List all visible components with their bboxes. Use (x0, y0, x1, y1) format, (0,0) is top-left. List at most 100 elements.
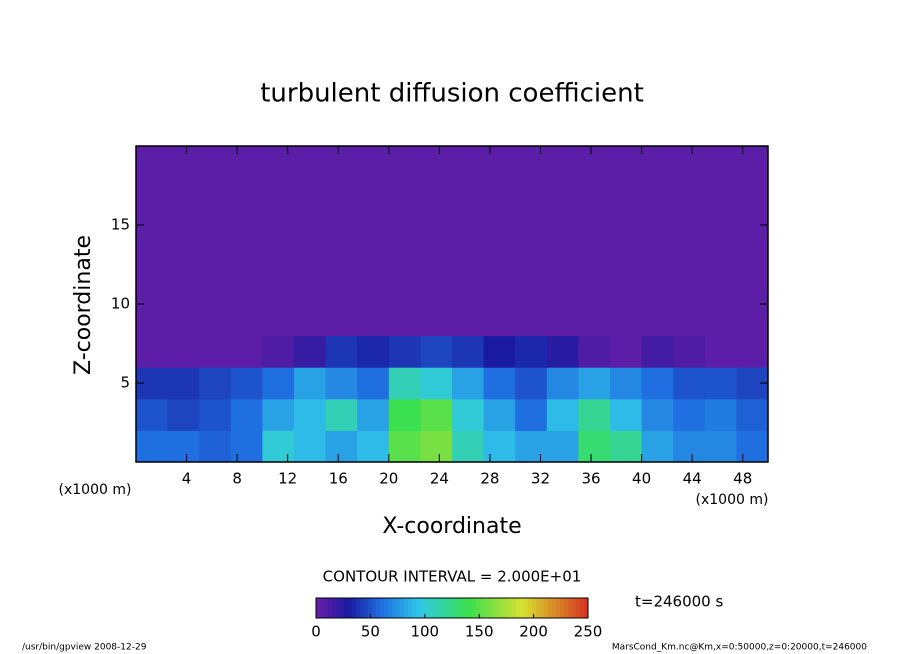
chart-title: turbulent diffusion coefficient (260, 79, 644, 109)
colorbar-tick-label: 0 (311, 623, 321, 641)
colorbar-swatch (480, 598, 485, 618)
cell (452, 335, 485, 368)
cell (515, 367, 548, 400)
x-tick-label: 32 (531, 470, 550, 488)
cell (704, 335, 737, 368)
cell (325, 367, 358, 400)
time-label: t=246000 s (635, 593, 723, 611)
colorbar-swatch (360, 598, 365, 618)
colorbar-swatch (404, 598, 409, 618)
cell (167, 398, 200, 431)
y-unit: (x1000 m) (59, 482, 132, 498)
colorbar-swatch (492, 598, 497, 618)
cell (388, 430, 421, 463)
cell (641, 398, 674, 431)
cell (578, 367, 611, 400)
cell (357, 367, 390, 400)
y-tick-label: 5 (120, 374, 130, 392)
cell (736, 335, 769, 368)
colorbar-swatch (460, 598, 465, 618)
cell (294, 398, 327, 431)
colorbar-swatch (328, 598, 333, 618)
cell (515, 430, 548, 463)
cell (357, 430, 390, 463)
y-tick-label: 10 (111, 295, 130, 313)
colorbar-swatch (448, 598, 453, 618)
cell (167, 335, 200, 368)
colorbar-swatch (412, 598, 417, 618)
colorbar-swatch (380, 598, 385, 618)
cell (673, 430, 706, 463)
cell (420, 398, 453, 431)
cell (167, 430, 200, 463)
cell (515, 398, 548, 431)
cell (704, 398, 737, 431)
colorbar-tick-label: 250 (574, 623, 603, 641)
footer-left: /usr/bin/gpview 2008-12-29 (22, 643, 147, 653)
colorbar-tick-label: 50 (361, 623, 380, 641)
colorbar-swatch (464, 598, 469, 618)
cell (325, 335, 358, 368)
colorbar-swatch (452, 598, 457, 618)
cell (736, 398, 769, 431)
x-tick-label: 28 (480, 470, 499, 488)
colorbar-swatch (364, 598, 369, 618)
cell (357, 335, 390, 368)
cell (199, 398, 232, 431)
colorbar-swatch (556, 598, 561, 618)
colorbar-swatch (336, 598, 341, 618)
colorbar-swatch (432, 598, 437, 618)
cell (167, 367, 200, 400)
colorbar-swatch (496, 598, 501, 618)
x-axis-label: X-coordinate (382, 514, 521, 539)
y-axis-label: Z-coordinate (71, 235, 96, 375)
colorbar-swatch (376, 598, 381, 618)
y-tick-label: 15 (111, 216, 130, 234)
colorbar-swatch (500, 598, 505, 618)
cell (641, 430, 674, 463)
cell (673, 398, 706, 431)
colorbar-swatch (320, 598, 325, 618)
cell (546, 430, 579, 463)
colorbar-swatch (348, 598, 353, 618)
cell (483, 430, 516, 463)
cell (420, 146, 453, 337)
cell (230, 367, 263, 400)
cell (641, 335, 674, 368)
colorbar-swatch (420, 598, 425, 618)
cell (483, 335, 516, 368)
cell (515, 146, 548, 337)
cell (294, 430, 327, 463)
cell (262, 367, 295, 400)
cell (420, 335, 453, 368)
x-tick-label: 8 (232, 470, 242, 488)
colorbar-swatch (528, 598, 533, 618)
colorbar-swatch (504, 598, 509, 618)
colorbar-swatch (372, 598, 377, 618)
colorbar-swatch (572, 598, 577, 618)
colorbar-swatch (392, 598, 397, 618)
colorbar-swatch (476, 598, 481, 618)
colorbar-swatch (428, 598, 433, 618)
cell (483, 367, 516, 400)
colorbar-swatch (400, 598, 405, 618)
colorbar-swatch (332, 598, 337, 618)
cell (325, 146, 358, 337)
colorbar-swatch (456, 598, 461, 618)
cell (452, 398, 485, 431)
cell (610, 398, 643, 431)
colorbar-swatch (344, 598, 349, 618)
cell (199, 335, 232, 368)
colorbar-swatch (472, 598, 477, 618)
cell (294, 335, 327, 368)
colorbar-swatch (488, 598, 493, 618)
cell (452, 430, 485, 463)
colorbar-swatch (576, 598, 581, 618)
cell (578, 430, 611, 463)
colorbar-tick-label: 200 (519, 623, 548, 641)
colorbar-swatch (568, 598, 573, 618)
cell (515, 335, 548, 368)
cell (230, 146, 263, 337)
cell (262, 335, 295, 368)
